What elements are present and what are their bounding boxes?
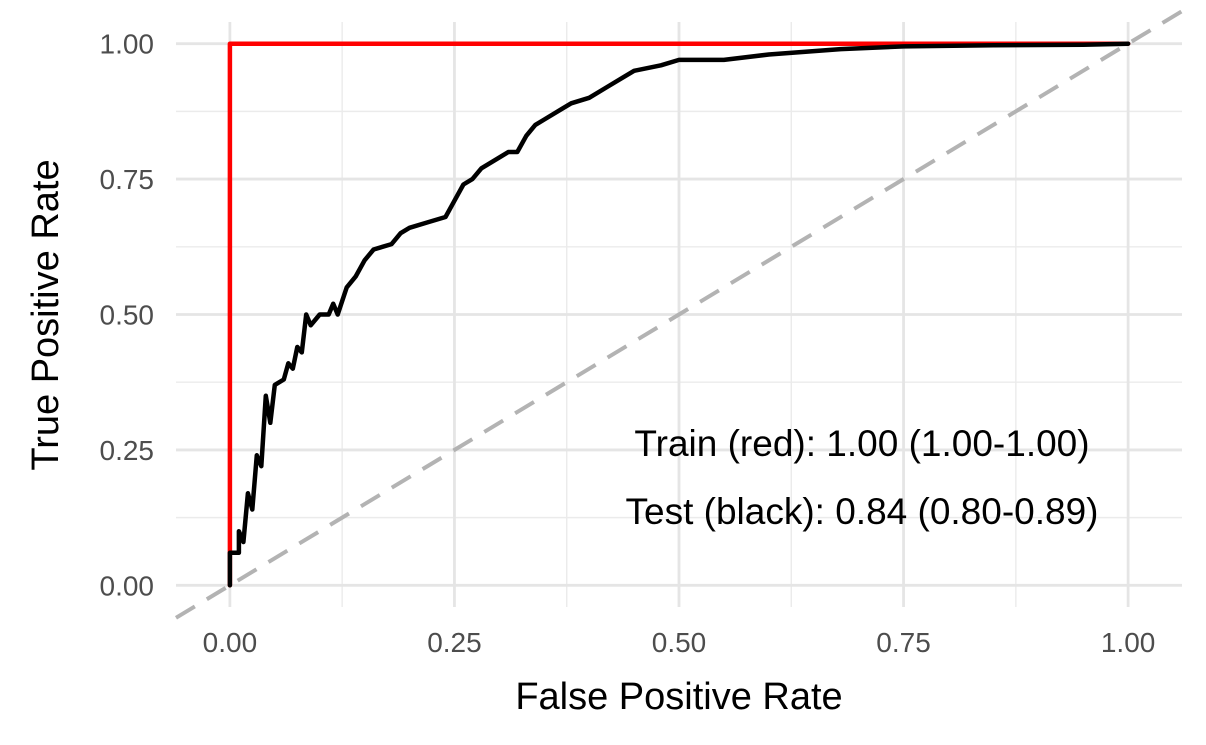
reference-diagonal (174, 9, 1184, 620)
y-axis-title: True Positive Rate (25, 159, 67, 470)
test-auc-annotation: Test (black): 0.84 (0.80-0.89) (626, 491, 1099, 532)
x-tick-label: 1.00 (1101, 627, 1156, 658)
x-tick-label: 0.00 (203, 627, 258, 658)
y-tick-labels: 0.00 0.25 0.50 0.75 1.00 (100, 29, 155, 602)
x-tick-label: 0.75 (876, 627, 931, 658)
y-tick-label: 0.50 (100, 300, 155, 331)
chance-line (174, 9, 1184, 620)
train-auc-annotation: Train (red): 1.00 (1.00-1.00) (634, 423, 1089, 464)
y-tick-label: 0.75 (100, 164, 155, 195)
test-roc-curve (227, 41, 1131, 588)
y-tick-label: 0.00 (100, 570, 155, 601)
x-tick-label: 0.50 (652, 627, 707, 658)
train-roc-curve (227, 41, 1131, 588)
x-tick-labels: 0.00 0.25 0.50 0.75 1.00 (203, 627, 1156, 658)
y-tick-label: 0.25 (100, 435, 155, 466)
roc-curves (227, 41, 1131, 588)
x-tick-label: 0.25 (427, 627, 482, 658)
x-axis-title: False Positive Rate (515, 676, 842, 718)
y-tick-label: 1.00 (100, 29, 155, 60)
